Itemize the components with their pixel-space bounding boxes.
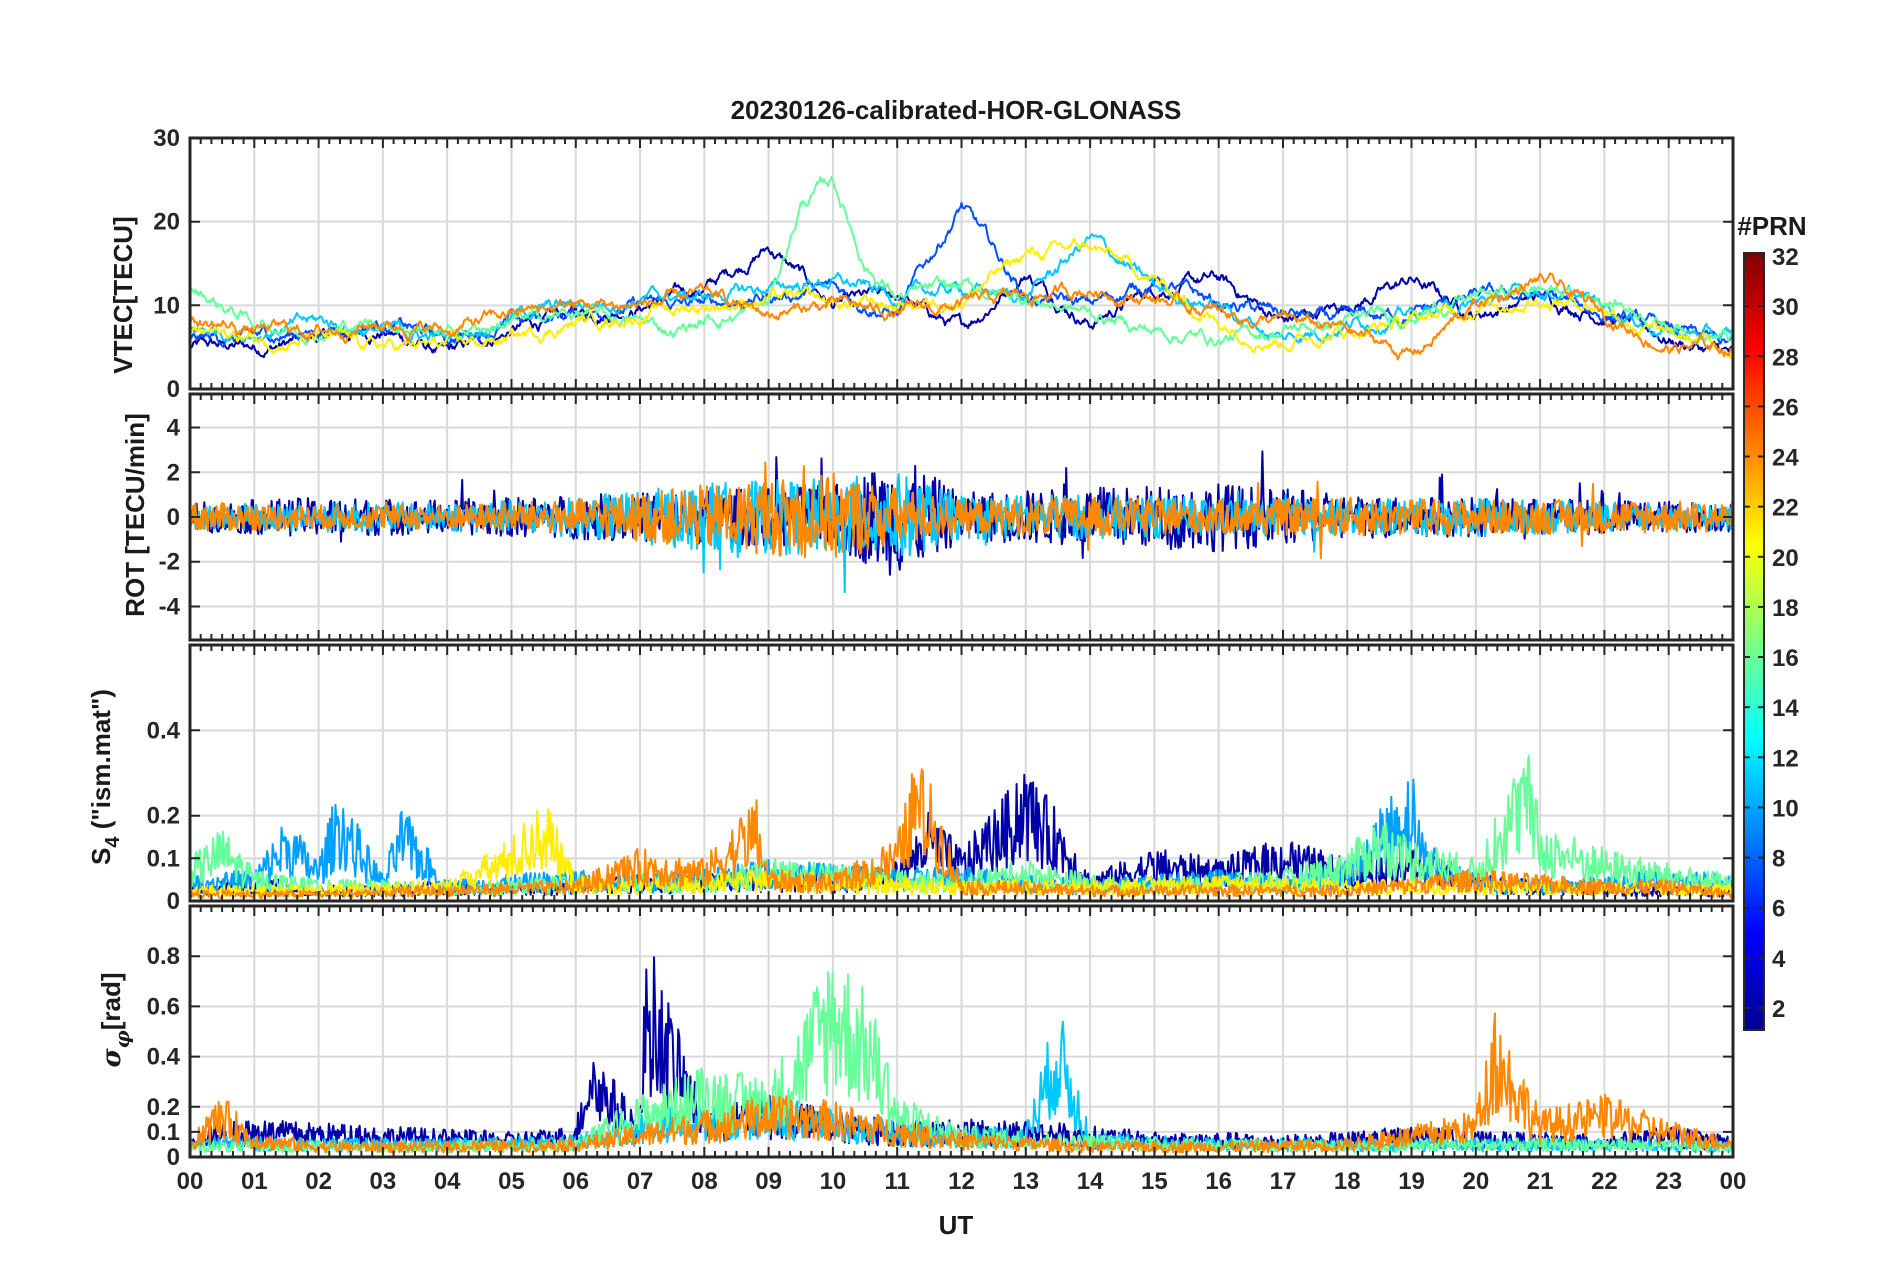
x-tick-label: 16 — [1205, 1168, 1232, 1195]
colorbar-tick-label: 24 — [1772, 445, 1799, 472]
series-line — [190, 246, 1733, 359]
x-tick-label: 06 — [562, 1168, 589, 1195]
series-group — [190, 450, 1733, 594]
colorbar-tick-label: 10 — [1772, 795, 1799, 822]
y-tick-label: 0.1 — [147, 845, 180, 872]
y-tick-label: -2 — [159, 549, 180, 576]
x-tick-label: 01 — [241, 1168, 268, 1195]
x-axis-label: UT — [939, 1210, 974, 1240]
y-tick-label: 0.2 — [147, 803, 180, 830]
y-tick-label: -4 — [159, 593, 181, 620]
colorbar-tick-label: 14 — [1772, 695, 1799, 722]
s4-ylabel-tail: ("ism.mat") — [86, 689, 116, 836]
y-tickmarks — [190, 426, 1733, 608]
sigma-phi-panel: 00.10.2 0.4 0.6 0.8 00 01 02 03 04 05 06 07 08 09 10 11… — [147, 904, 1747, 1195]
x-tick-label: 10 — [820, 1168, 847, 1195]
series-group — [190, 754, 1733, 899]
x-tick-label: 15 — [1141, 1168, 1168, 1195]
colorbar-tick-label: 20 — [1772, 545, 1799, 572]
x-tick-label: 11 — [885, 1168, 910, 1195]
x-tick-label: 23 — [1655, 1168, 1682, 1195]
colorbar-tick-label: 8 — [1772, 846, 1785, 873]
colorbar-ticks: 32 30 28 26 24 22 20 18 16 14 12 10 8 6 4 2 — [1744, 244, 1799, 1023]
x-tick-label: 00 — [177, 1168, 204, 1195]
y-tick-label: 0 — [167, 376, 180, 403]
axes-box — [188, 392, 1735, 642]
y-tick-label: 0 — [167, 1144, 180, 1171]
colorbar-tick-label: 6 — [1772, 896, 1785, 923]
sigma-ylabel-tail: [rad] — [96, 972, 126, 1030]
y-tick-label: 0 — [167, 888, 180, 915]
s4-ylabel-sub: 4 — [102, 836, 124, 848]
y-tick-label: 0.4 — [147, 1044, 181, 1071]
x-tick-label: 04 — [434, 1168, 461, 1195]
y-tick-label: 4 — [167, 415, 181, 442]
x-tick-label: 21 — [1527, 1168, 1554, 1195]
y-tick-label: 0.4 — [147, 717, 181, 744]
x-tick-label: 00 — [1720, 1168, 1747, 1195]
y-tick-label: 0.2 — [147, 1094, 180, 1121]
x-tick-label: 09 — [755, 1168, 782, 1195]
series-line — [190, 272, 1733, 361]
s4-panel: 0 0.1 0.2 0.4 — [147, 643, 1735, 915]
axes-box — [188, 643, 1735, 903]
x-tick-label: 14 — [1077, 1168, 1104, 1195]
series-line — [190, 237, 1733, 360]
y-tick-label: 0.1 — [147, 1119, 180, 1146]
x-tick-label: 13 — [1012, 1168, 1039, 1195]
colorbar-tick-label: 2 — [1772, 996, 1785, 1023]
axes-box — [188, 904, 1735, 1159]
x-tick-label: 17 — [1270, 1168, 1297, 1195]
y-tick-label: 30 — [153, 125, 180, 152]
colorbar-tick-label: 16 — [1772, 645, 1799, 672]
colorbar-tick-label: 22 — [1772, 495, 1799, 522]
x-tick-label: 08 — [691, 1168, 718, 1195]
y-tick-label: 0.6 — [147, 993, 180, 1020]
x-tick-label: 20 — [1462, 1168, 1489, 1195]
x-tick-label: 12 — [948, 1168, 975, 1195]
x-tick-label: 19 — [1398, 1168, 1425, 1195]
colorbar-tick-label: 26 — [1772, 394, 1799, 421]
sigma-ylabel-main: σ — [97, 1048, 127, 1068]
s4-ylabel-main: S — [86, 848, 116, 865]
prn-colorbar: #PRN 32 30 28 26 24 22 20 18 16 14 12 10 8 6 4 2 — [1737, 211, 1807, 1031]
rot-panel: -4 -2 0 2 4 — [159, 392, 1735, 642]
x-tick-label: 07 — [627, 1168, 654, 1195]
colorbar-label: #PRN — [1737, 211, 1806, 241]
x-tick-label: 22 — [1591, 1168, 1618, 1195]
colorbar-tick-label: 30 — [1772, 294, 1799, 321]
x-tick-label: 03 — [370, 1168, 397, 1195]
rot-ylabel: ROT [TECU/min] — [120, 413, 150, 617]
vtec-panel: 0 10 20 30 — [153, 125, 1735, 403]
sigma-ylabel-sub: φ — [110, 1030, 134, 1048]
axes-box — [188, 136, 1735, 391]
series-line — [190, 461, 1733, 560]
y-tick-label: 2 — [167, 459, 180, 486]
colorbar-tick-label: 12 — [1772, 745, 1799, 772]
y-tick-label: 0.8 — [147, 943, 180, 970]
series-line — [190, 176, 1733, 347]
colorbar-gradient — [1743, 252, 1765, 1031]
colorbar-tick-label: 4 — [1772, 946, 1786, 973]
vtec-ylabel: VTEC[TECU] — [108, 216, 138, 373]
colorbar-tick-label: 18 — [1772, 595, 1799, 622]
x-tick-label: 18 — [1334, 1168, 1361, 1195]
colorbar-tick-label: 32 — [1772, 244, 1799, 271]
x-tick-label: 02 — [305, 1168, 332, 1195]
y-tick-label: 20 — [153, 209, 180, 236]
colorbar-tick-label: 28 — [1772, 344, 1799, 371]
series-line — [190, 201, 1733, 348]
series-group — [190, 176, 1733, 361]
sigma-ylabel: σφ[rad] — [96, 972, 134, 1067]
y-tick-label: 0 — [167, 504, 180, 531]
chart-title: 20230126-calibrated-HOR-GLONASS — [731, 95, 1182, 125]
x-tick-label: 05 — [498, 1168, 525, 1195]
y-tick-label: 10 — [153, 292, 180, 319]
s4-ylabel: S4 ("ism.mat") — [86, 689, 124, 865]
